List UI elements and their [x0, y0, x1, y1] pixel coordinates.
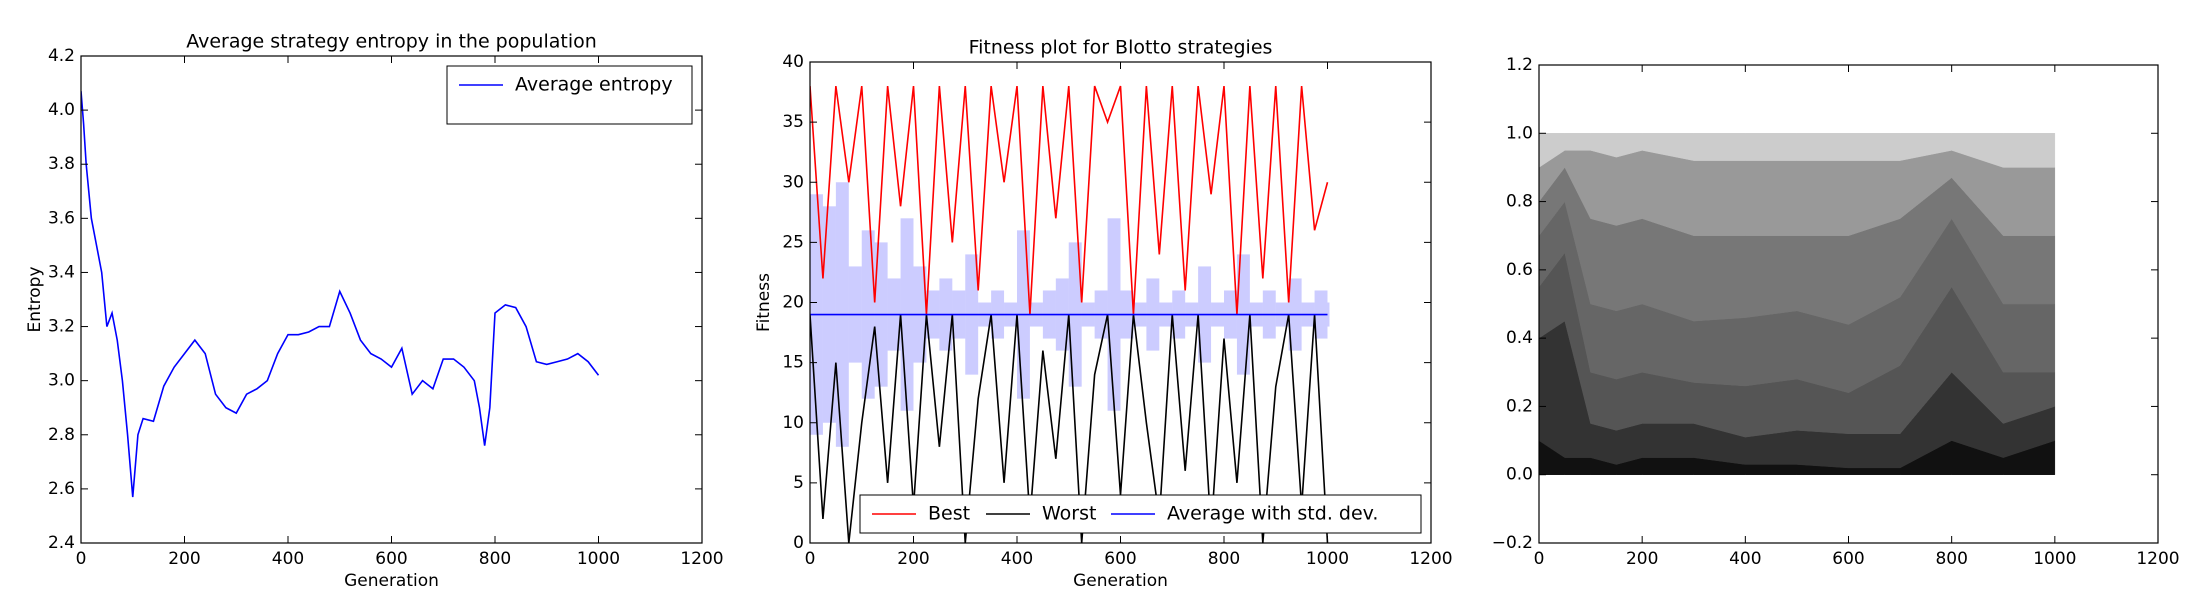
x-tick-label: 200 — [1626, 549, 1658, 569]
y-axis-label: Entropy — [25, 266, 45, 332]
y-tick-label: 3.2 — [48, 317, 75, 337]
plot-area — [810, 85, 1330, 543]
plot-area — [81, 91, 600, 498]
std-band — [1327, 302, 1330, 327]
axes-frame — [80, 55, 703, 544]
x-tick-label: 400 — [1729, 549, 1761, 569]
subplot: 0 200 400 600 800 1000 1200 2.4 2.6 2.8 3.0 3.2 3.4 3… — [25, 31, 724, 592]
x-tick-label: 800 — [1935, 549, 1967, 569]
legend-box — [446, 65, 693, 125]
subplot: 0 200 400 600 800 1000 1200 −0.2 0.0 0.2 0.4 0.6 0.8… — [1492, 55, 2180, 569]
y-tick-label: 2.6 — [48, 479, 75, 499]
y-tick-label: 2.8 — [48, 425, 75, 445]
x-tick-label: 0 — [805, 549, 816, 569]
legend-label: Best — [928, 503, 970, 525]
x-tick-label: 800 — [1208, 549, 1240, 569]
y-tick-label: 3.8 — [48, 154, 75, 174]
y-tick-label: 0.4 — [1506, 328, 1533, 348]
plot-area — [1539, 133, 2056, 475]
legend-label: Average entropy — [515, 74, 673, 96]
y-tick-label: 30 — [782, 172, 804, 192]
x-tick-label: 1200 — [2136, 549, 2179, 569]
legend: Average entropy — [446, 65, 693, 125]
y-tick-label: 10 — [782, 413, 804, 433]
y-tick-label: 0 — [793, 533, 804, 553]
y-axis-label: Fitness — [754, 273, 774, 332]
chart-title: Average strategy entropy in the populati… — [186, 31, 597, 53]
y-tick-label: 4.0 — [48, 100, 75, 120]
y-tick-label: 3.6 — [48, 208, 75, 228]
x-tick-label: 0 — [76, 549, 87, 569]
x-tick-label: 1200 — [680, 549, 723, 569]
x-tick-label: 200 — [897, 549, 929, 569]
x-tick-label: 400 — [272, 549, 304, 569]
x-tick-label: 1000 — [2033, 549, 2076, 569]
x-tick-label: 800 — [479, 549, 511, 569]
x-tick-label: 1000 — [1306, 549, 1349, 569]
y-tick-label: 4.2 — [48, 46, 75, 66]
y-tick-label: 1.2 — [1506, 55, 1533, 75]
y-tick-label: 0.8 — [1506, 192, 1533, 212]
legend-label: Worst — [1042, 503, 1096, 525]
series-line — [81, 91, 600, 498]
y-tick-label: 25 — [782, 232, 804, 252]
y-tick-label: 0.2 — [1506, 396, 1533, 416]
legend-label: Average with std. dev. — [1167, 503, 1378, 525]
x-tick-label: 600 — [1104, 549, 1136, 569]
y-tick-label: 3.4 — [48, 262, 75, 282]
x-tick-label: 0 — [1534, 549, 1545, 569]
y-tick-label: 3.0 — [48, 371, 75, 391]
chart-title: Fitness plot for Blotto strategies — [969, 37, 1273, 59]
x-tick-label: 400 — [1001, 549, 1033, 569]
y-tick-label: 1.0 — [1506, 123, 1533, 143]
legend: Best Worst Average with std. dev. — [859, 494, 1422, 534]
series-line — [810, 85, 1329, 315]
x-tick-label: 1000 — [577, 549, 620, 569]
y-tick-label: 5 — [793, 473, 804, 493]
x-tick-label: 200 — [168, 549, 200, 569]
x-tick-label: 600 — [375, 549, 407, 569]
y-tick-label: 15 — [782, 353, 804, 373]
y-tick-label: 35 — [782, 112, 804, 132]
y-tick-label: 0.0 — [1506, 465, 1533, 485]
y-tick-label: −0.2 — [1492, 533, 1533, 553]
area-layer — [1539, 133, 2056, 168]
y-tick-label: 2.4 — [48, 533, 75, 553]
x-axis-label: Generation — [1073, 571, 1168, 591]
x-tick-label: 1200 — [1409, 549, 1452, 569]
y-tick-label: 0.6 — [1506, 260, 1533, 280]
y-tick-label: 40 — [782, 52, 804, 72]
x-axis-label: Generation — [344, 571, 439, 591]
y-tick-label: 20 — [782, 293, 804, 313]
subplot: 0 200 400 600 800 1000 1200 0 5 10 15 20 25 30 35 40 Fit… — [754, 37, 1453, 592]
x-tick-label: 600 — [1832, 549, 1864, 569]
